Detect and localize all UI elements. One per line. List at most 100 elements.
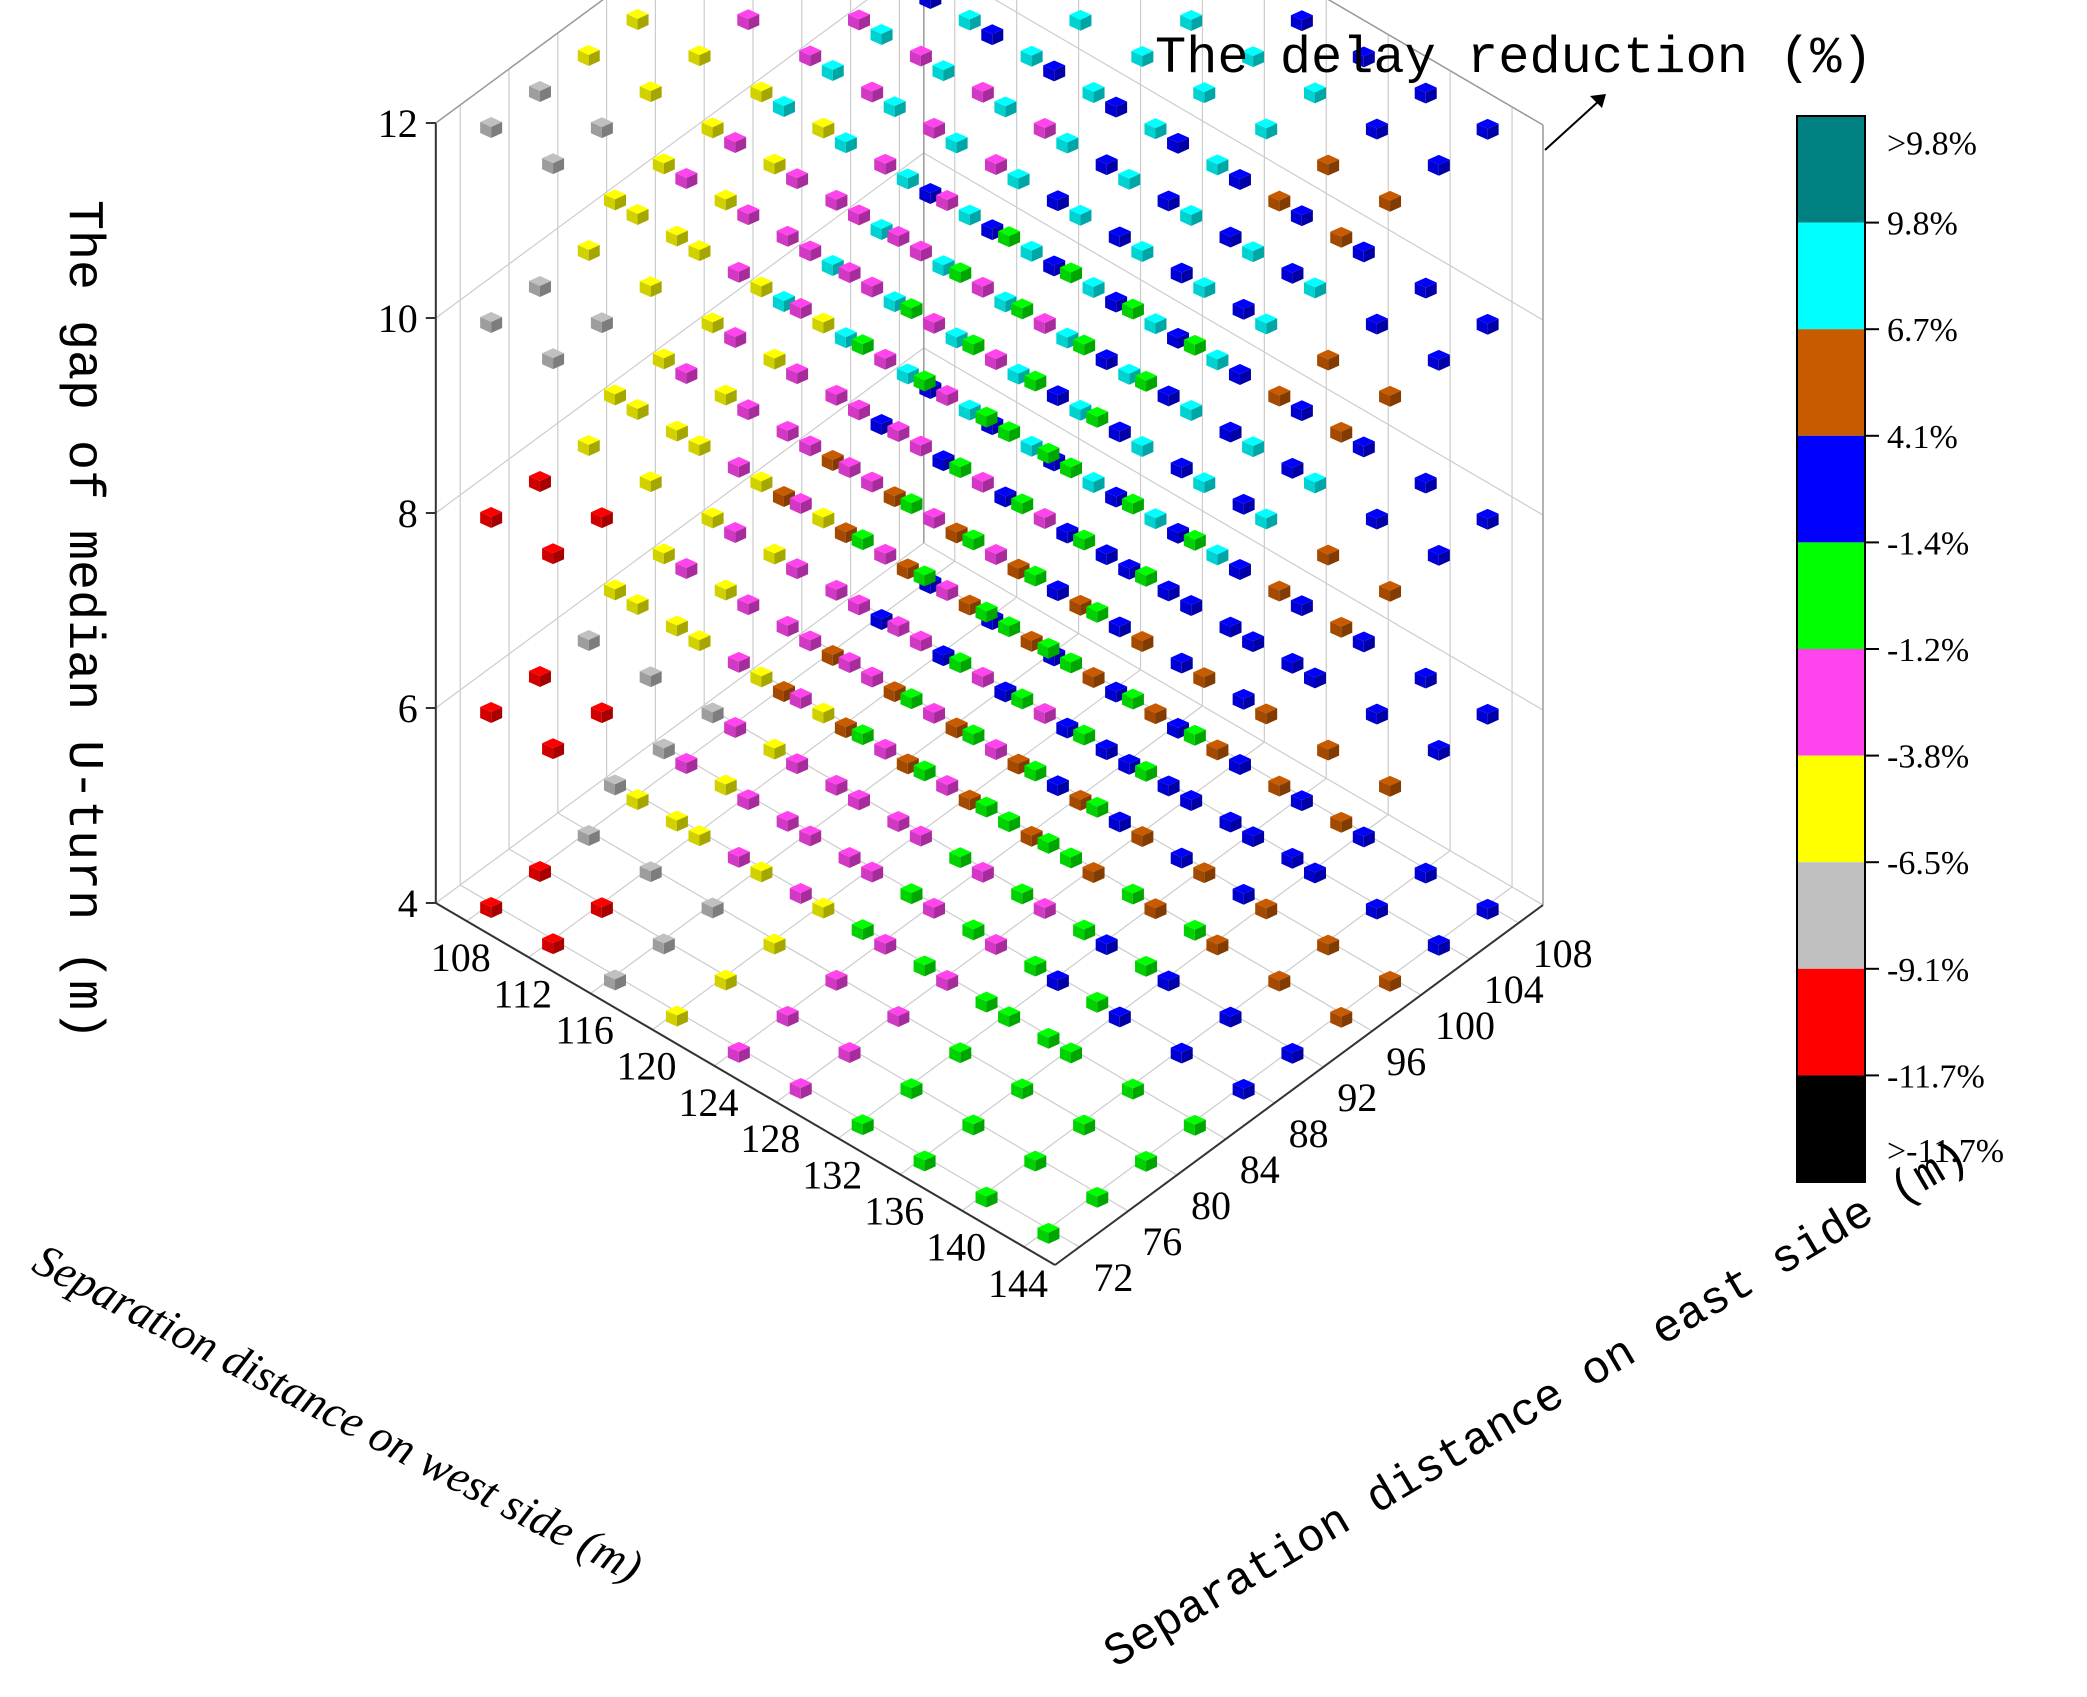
cube-left-face xyxy=(480,707,492,723)
data-point-cube xyxy=(737,9,760,31)
cube-left-face xyxy=(1290,600,1302,617)
data-point-cube xyxy=(998,1006,1021,1028)
cube-right-face xyxy=(1204,87,1216,104)
y-tick-label: 76 xyxy=(1142,1219,1182,1264)
cube-right-face xyxy=(1168,780,1180,797)
data-point-cube xyxy=(1365,898,1388,920)
cube-right-face xyxy=(650,671,662,688)
cube-top-face xyxy=(542,348,565,359)
cube-left-face xyxy=(1317,354,1329,371)
data-point-cube xyxy=(1232,298,1255,320)
data-point-cube xyxy=(1033,508,1056,529)
cube-top-face xyxy=(1180,400,1203,410)
cube-right-face xyxy=(920,635,932,652)
cube-right-face xyxy=(1106,744,1118,761)
cube-left-face xyxy=(1056,137,1068,154)
data-point-cube xyxy=(750,471,773,493)
cube-left-face xyxy=(626,794,638,810)
cube-top-face xyxy=(1069,204,1092,215)
data-point-cube xyxy=(1365,508,1388,530)
cube-top-face xyxy=(1033,313,1056,323)
x-tick-label: 116 xyxy=(555,1008,614,1053)
cube-right-face xyxy=(986,801,998,818)
cube-left-face xyxy=(714,389,726,406)
cube-left-face xyxy=(577,830,589,846)
data-point-cube xyxy=(590,312,613,334)
cube-top-face xyxy=(887,226,910,236)
cube-top-face xyxy=(975,1186,998,1197)
data-point-cube xyxy=(701,897,724,919)
cube-top-face xyxy=(1427,349,1450,360)
data-point-cube xyxy=(1131,436,1154,457)
cube-left-face xyxy=(542,938,554,955)
data-point-cube xyxy=(1180,205,1203,226)
data-point-cube xyxy=(994,96,1017,118)
data-point-cube xyxy=(1121,1078,1144,1100)
cube-left-face xyxy=(1414,477,1426,494)
cube-right-face xyxy=(1146,765,1158,782)
cube-left-face xyxy=(665,425,677,442)
cube-left-face xyxy=(776,230,788,247)
cube-right-face xyxy=(712,707,724,724)
data-point-cube xyxy=(919,0,942,9)
cube-right-face xyxy=(1022,693,1034,710)
data-point-cube xyxy=(975,406,998,428)
cube-right-face xyxy=(699,635,711,652)
data-point-cube xyxy=(652,348,675,370)
cube-left-face xyxy=(1069,209,1081,226)
cube-top-face xyxy=(701,117,724,128)
cube-left-face xyxy=(1020,830,1032,847)
cube-top-face xyxy=(727,456,750,467)
cube-top-face xyxy=(1317,154,1340,165)
cube-left-face xyxy=(861,476,873,493)
cube-right-face xyxy=(862,1119,874,1136)
cube-left-face xyxy=(994,296,1006,313)
cube-right-face xyxy=(810,635,822,652)
cube-top-face xyxy=(1131,241,1154,251)
cube-right-face xyxy=(836,974,848,991)
y-tick-label: 72 xyxy=(1093,1255,1133,1300)
cube-right-face xyxy=(823,122,835,139)
cube-right-face xyxy=(735,137,747,153)
data-point-cube xyxy=(1476,898,1499,920)
cube-right-face xyxy=(1301,210,1313,227)
cube-top-face xyxy=(958,204,981,215)
cube-left-face xyxy=(1304,282,1315,299)
cube-right-face xyxy=(1093,477,1105,493)
cube-top-face xyxy=(1086,406,1109,417)
cube-right-face xyxy=(810,440,822,457)
cube-top-face xyxy=(1033,118,1056,128)
cube-right-face xyxy=(676,425,688,442)
cube-right-face xyxy=(725,389,737,406)
cube-right-face xyxy=(1292,267,1304,284)
data-point-cube xyxy=(724,522,747,543)
data-point-cube xyxy=(971,81,994,103)
cube-left-face xyxy=(900,498,912,515)
colorbar-label: -9.1% xyxy=(1887,952,1969,989)
cube-right-face xyxy=(872,281,884,298)
x-tick-label: 112 xyxy=(493,971,552,1016)
cube-left-face xyxy=(652,548,664,565)
data-point-cube xyxy=(981,24,1004,46)
cube-top-face xyxy=(1007,168,1030,179)
data-point-cube xyxy=(665,615,688,637)
cube-right-face xyxy=(491,511,503,528)
z-tick-label: 12 xyxy=(378,101,418,146)
cube-right-face xyxy=(894,101,906,118)
cube-right-face xyxy=(1080,209,1092,226)
cube-top-face xyxy=(919,183,942,193)
cube-left-face xyxy=(1365,513,1377,530)
cube-right-face xyxy=(1044,318,1056,334)
cube-top-face xyxy=(945,132,968,143)
data-point-cube xyxy=(737,594,760,616)
cube-left-face xyxy=(887,816,899,832)
data-point-cube xyxy=(861,276,884,298)
cube-left-face xyxy=(932,65,944,82)
cube-left-face xyxy=(1193,477,1205,494)
cube-left-face xyxy=(812,902,824,919)
cube-top-face xyxy=(772,486,795,496)
cube-top-face xyxy=(1330,421,1353,432)
data-point-cube xyxy=(1206,544,1229,566)
cube-right-face xyxy=(1390,195,1402,212)
data-point-cube xyxy=(1060,652,1082,674)
